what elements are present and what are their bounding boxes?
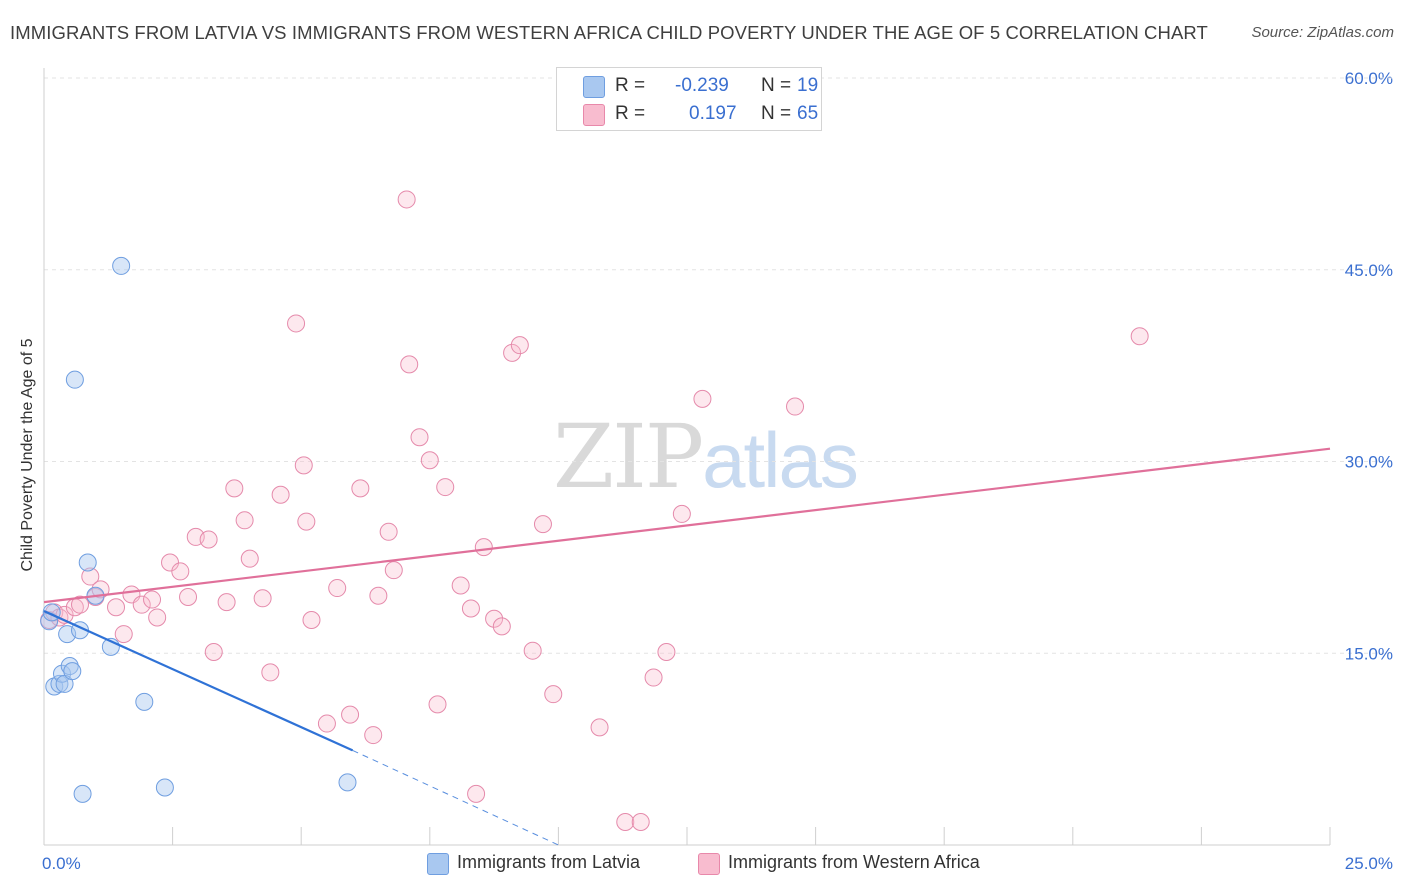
western-africa-point [364, 726, 383, 745]
legend-swatch-western-africa [583, 104, 605, 126]
western-africa-point [523, 641, 542, 660]
western-africa-point [397, 190, 416, 209]
western-africa-point [179, 588, 198, 607]
chart-title: IMMIGRANTS FROM LATVIA VS IMMIGRANTS FRO… [10, 22, 1208, 43]
western-africa-point [287, 314, 306, 333]
western-africa-point [317, 714, 336, 733]
series-legend: Immigrants from Latvia Immigrants from W… [0, 852, 1406, 878]
western-africa-point [148, 608, 167, 627]
western-africa-point [485, 609, 504, 628]
western-africa-point [114, 625, 133, 644]
latvia-point [155, 778, 174, 797]
watermark: ZIPatlas [553, 405, 859, 508]
legend-label-western-africa: Immigrants from Western Africa [728, 852, 980, 872]
western-africa-point [474, 538, 493, 557]
western-africa-point [616, 812, 635, 831]
legend-n-value: 65 [797, 103, 819, 124]
latvia-point [73, 784, 92, 803]
western-africa-point [341, 705, 360, 724]
legend-n-label: N = [761, 75, 792, 96]
western-africa-point [492, 617, 511, 636]
western-africa-point [351, 479, 370, 498]
western-africa-point [384, 561, 403, 580]
western-africa-point [217, 593, 236, 612]
watermark-atlas: atlas [702, 416, 859, 504]
stats-legend: R = -0.239 N = 19 R = 0.197 N = 65 [556, 67, 822, 131]
western-africa-point [81, 567, 100, 586]
latvia-point [135, 692, 154, 711]
western-africa-point [533, 515, 552, 534]
western-africa-point [400, 355, 419, 374]
western-africa-point [199, 530, 218, 549]
western-africa-point [428, 695, 447, 714]
western-africa-point [420, 451, 439, 470]
legend-n-value: 19 [797, 75, 819, 96]
latvia-point [50, 674, 69, 693]
western-africa-point [644, 668, 663, 687]
latvia-point [112, 256, 131, 275]
western-africa-point [302, 611, 321, 630]
western-africa-point [171, 562, 190, 581]
legend-swatch-latvia [583, 76, 605, 98]
western-africa-point [235, 511, 254, 530]
x-tick-label: 25.0% [1345, 854, 1393, 873]
source-label: Source: ZipAtlas.com [1251, 24, 1394, 41]
western-africa-point [379, 522, 398, 541]
western-africa-point [294, 456, 313, 475]
latvia-trendline-extension [352, 749, 559, 846]
western-africa-point [590, 718, 609, 737]
legend-n-label: N = [761, 103, 792, 124]
western-africa-point [436, 478, 455, 497]
latvia-trendline [43, 610, 354, 752]
western-africa-point [631, 812, 650, 831]
western-africa-point [271, 485, 290, 504]
western-africa-point [204, 642, 223, 661]
x-tick-label: 0.0% [42, 854, 81, 873]
latvia-point [53, 664, 72, 683]
legend-r-label: R = [615, 103, 646, 124]
legend-r-value: -0.239 [675, 75, 729, 96]
western-africa-point [786, 397, 805, 416]
western-africa-point [240, 549, 259, 568]
legend-r-value: 0.197 [689, 103, 737, 124]
western-africa-point [451, 576, 470, 595]
western-africa-point [161, 553, 180, 572]
y-tick-label: 45.0% [1345, 261, 1393, 280]
western-africa-point [410, 428, 429, 447]
latvia-point [63, 662, 82, 681]
western-africa-point [467, 784, 486, 803]
western-africa-point [1130, 327, 1149, 346]
legend-swatch-latvia [427, 853, 449, 875]
latvia-point [338, 773, 357, 792]
y-tick-label: 30.0% [1345, 453, 1393, 472]
western-africa-point [71, 595, 90, 614]
western-africa-point [297, 512, 316, 531]
western-africa-point [461, 599, 480, 618]
western-africa-point [503, 343, 522, 362]
western-africa-point [657, 642, 676, 661]
y-tick-label: 60.0% [1345, 69, 1393, 88]
western-africa-point [510, 336, 529, 355]
latvia-point [78, 553, 97, 572]
latvia-point [65, 370, 84, 389]
legend-label-latvia: Immigrants from Latvia [457, 852, 641, 872]
western-africa-point [132, 595, 151, 614]
western-africa-point [143, 590, 162, 609]
western-africa-point [369, 586, 388, 605]
watermark-zip: ZIP [553, 405, 704, 508]
western-africa-point [672, 504, 691, 523]
western-africa-trendline [43, 447, 1331, 604]
western-africa-point [261, 663, 280, 682]
y-tick-label: 15.0% [1345, 644, 1393, 663]
latvia-point [60, 657, 79, 676]
western-africa-point [253, 589, 272, 608]
western-africa-point [693, 389, 712, 408]
western-africa-point [225, 479, 244, 498]
legend-swatch-western-africa [698, 853, 720, 875]
western-africa-point [107, 598, 126, 617]
western-africa-point [544, 685, 563, 704]
western-africa-point [328, 579, 347, 598]
legend-r-label: R = [615, 75, 646, 96]
